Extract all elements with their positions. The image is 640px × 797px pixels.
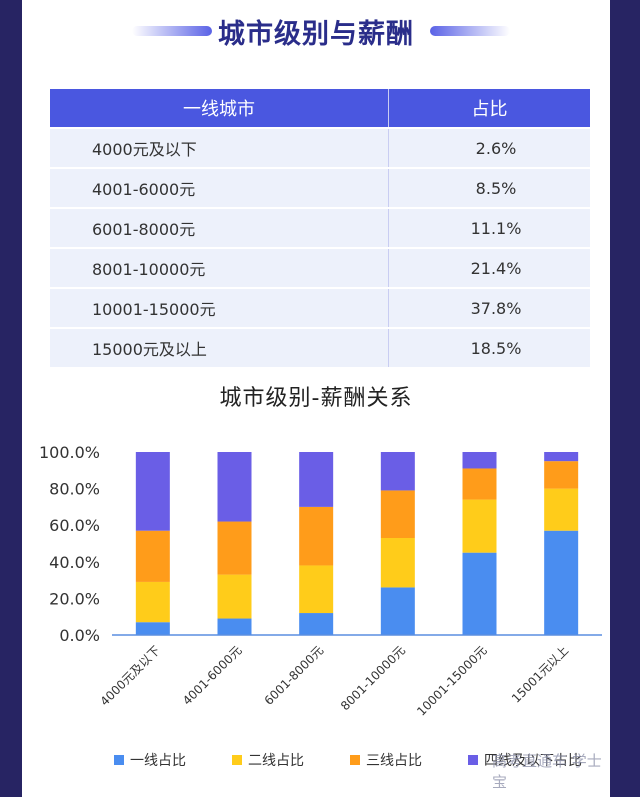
legend-label: 三线占比 [366, 753, 422, 769]
y-tick-label: 0.0% [59, 626, 100, 645]
legend-label: 四线及以下占比 [484, 753, 582, 769]
bar-segment [135, 452, 170, 531]
chart-title: 城市级别-薪酬关系 [219, 386, 413, 411]
bar-segment [217, 452, 252, 522]
table-header-row: 一线城市 占比 [50, 89, 590, 128]
legend-swatch [232, 755, 242, 765]
header-decor-left [132, 26, 212, 36]
bar-segment [299, 565, 334, 614]
legend-item: 二线占比 [232, 750, 304, 770]
bar-segment [299, 506, 334, 566]
legend-swatch [114, 755, 124, 765]
infographic-card: 城市级别与薪酬 一线城市 占比 4000元及以下 2.6% 4001-6000元… [22, 0, 610, 797]
y-tick-label: 40.0% [49, 553, 100, 572]
bar-segment [544, 461, 579, 489]
legend-swatch [350, 755, 360, 765]
legend-item: 三线占比 [350, 750, 422, 770]
bar-segment [462, 452, 497, 469]
bar-segment [380, 587, 415, 635]
y-tick-label: 60.0% [49, 516, 100, 535]
range-cell: 6001-8000元 [50, 207, 389, 248]
header-decor-right [430, 26, 510, 36]
bar-segment [135, 530, 170, 582]
bar-segment [299, 452, 334, 507]
range-cell: 4001-6000元 [50, 167, 389, 208]
table-row: 4001-6000元 8.5% [50, 167, 590, 208]
table-row: 15000元及以上 18.5% [50, 327, 590, 367]
bar-segment [217, 521, 252, 575]
y-tick-label: 100.0% [39, 443, 100, 462]
range-cell: 8001-10000元 [50, 247, 389, 288]
bar-segment [299, 613, 334, 635]
x-tick-label: 4000元及以下 [98, 643, 163, 708]
bar-segment [135, 622, 170, 635]
bar-segment [135, 581, 170, 623]
pct-cell: 37.8% [388, 287, 590, 328]
bar-segment [544, 530, 579, 635]
section-header: 城市级别与薪酬 [22, 6, 610, 54]
stacked-bar-chart: 0.0% 20.0% 40.0% 60.0% 80.0% 100.0% 4000元及以下 40… [39, 443, 602, 719]
page-title: 城市级别与薪酬 [218, 19, 414, 50]
legend-item: 四线及以下占比 [468, 750, 582, 770]
legend-item: 一线占比 [114, 750, 186, 770]
pct-cell: 8.5% [388, 167, 590, 208]
pct-cell: 11.1% [388, 207, 590, 248]
legend-swatch [468, 755, 478, 765]
x-tick-label: 4001-6000元 [180, 643, 245, 708]
bar-segment [462, 552, 497, 635]
bar-segment [217, 574, 252, 619]
pct-cell: 21.4% [388, 247, 590, 288]
x-tick-label: 6001-8000元 [262, 643, 327, 708]
legend-label: 二线占比 [248, 753, 304, 769]
y-tick-label: 80.0% [49, 480, 100, 499]
chart-legend: 一线占比 二线占比 三线占比 四线及以下占比 [22, 750, 610, 770]
y-tick-label: 20.0% [49, 589, 100, 608]
pct-cell: 18.5% [388, 327, 590, 367]
bar-segment [380, 452, 415, 491]
bar-segment [380, 538, 415, 588]
bar-segment [217, 618, 252, 635]
bar-segment [544, 452, 579, 462]
table-row: 8001-10000元 21.4% [50, 247, 590, 288]
column-header-pct: 占比 [388, 89, 590, 128]
x-tick-label: 8001-10000元 [338, 643, 408, 713]
range-cell: 4000元及以下 [50, 127, 389, 168]
pct-cell: 2.6% [388, 127, 590, 168]
bar-segment [462, 468, 497, 500]
salary-table: 一线城市 占比 4000元及以下 2.6% 4001-6000元 8.5% 60… [50, 89, 590, 367]
table-row: 6001-8000元 11.1% [50, 207, 590, 248]
bar-segment [462, 499, 497, 553]
bar-segment [380, 490, 415, 539]
table-row: 4000元及以下 2.6% [50, 127, 590, 168]
x-tick-label: 15001元以上 [509, 643, 571, 705]
column-header-city: 一线城市 [50, 89, 389, 128]
range-cell: 15000元及以上 [50, 327, 389, 367]
legend-label: 一线占比 [130, 753, 186, 769]
watermark-text: 高考直通车 学士宝 [492, 752, 602, 791]
bar-segment [544, 488, 579, 531]
x-tick-label: 10001-15000元 [414, 643, 489, 718]
range-cell: 10001-15000元 [50, 287, 389, 328]
table-row: 10001-15000元 37.8% [50, 287, 590, 328]
